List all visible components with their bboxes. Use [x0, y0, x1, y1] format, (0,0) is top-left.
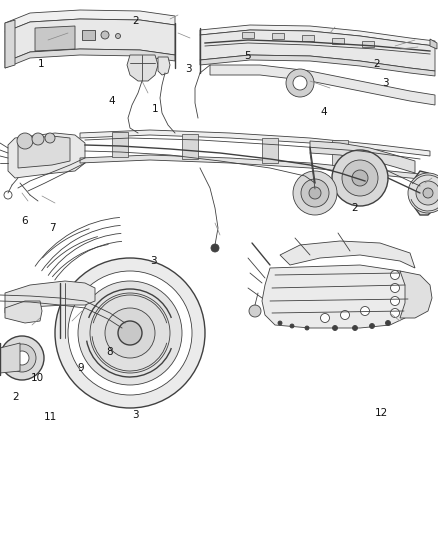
- Circle shape: [391, 296, 399, 305]
- Polygon shape: [362, 41, 374, 47]
- Circle shape: [17, 133, 33, 149]
- Text: 2: 2: [12, 392, 19, 402]
- Polygon shape: [242, 32, 254, 38]
- Circle shape: [116, 34, 120, 38]
- Text: 10: 10: [31, 374, 44, 383]
- Text: 2: 2: [351, 203, 358, 213]
- Text: 3: 3: [185, 64, 192, 74]
- Text: 2: 2: [373, 59, 380, 69]
- Circle shape: [78, 281, 182, 385]
- Polygon shape: [35, 26, 75, 51]
- Circle shape: [293, 76, 307, 90]
- Polygon shape: [82, 30, 95, 40]
- Text: 3: 3: [382, 78, 389, 87]
- Circle shape: [90, 293, 170, 373]
- Circle shape: [370, 324, 374, 328]
- Circle shape: [332, 326, 338, 330]
- Circle shape: [408, 173, 438, 213]
- Polygon shape: [200, 55, 435, 76]
- Circle shape: [391, 309, 399, 318]
- Circle shape: [309, 187, 321, 199]
- Circle shape: [305, 326, 309, 330]
- Polygon shape: [200, 30, 435, 71]
- Text: 1: 1: [152, 104, 159, 114]
- Circle shape: [391, 271, 399, 279]
- Polygon shape: [5, 19, 175, 62]
- Polygon shape: [302, 35, 314, 41]
- Polygon shape: [0, 343, 20, 373]
- Polygon shape: [5, 281, 95, 313]
- Text: 1: 1: [38, 59, 45, 69]
- Circle shape: [416, 181, 438, 205]
- Text: 2: 2: [132, 17, 139, 26]
- Polygon shape: [262, 138, 278, 163]
- Polygon shape: [210, 65, 435, 105]
- Polygon shape: [18, 136, 70, 168]
- Circle shape: [8, 344, 36, 372]
- Polygon shape: [272, 33, 284, 39]
- Text: 4: 4: [108, 96, 115, 106]
- Text: 11: 11: [44, 412, 57, 422]
- Polygon shape: [5, 10, 175, 32]
- Circle shape: [15, 351, 29, 365]
- Polygon shape: [80, 130, 430, 156]
- Circle shape: [286, 69, 314, 97]
- Circle shape: [290, 324, 294, 328]
- Circle shape: [352, 170, 368, 186]
- Polygon shape: [332, 38, 344, 44]
- Text: 5: 5: [244, 51, 251, 61]
- Circle shape: [278, 321, 282, 325]
- Polygon shape: [262, 265, 415, 328]
- Polygon shape: [80, 155, 430, 180]
- Polygon shape: [8, 133, 85, 178]
- Circle shape: [249, 305, 261, 317]
- Polygon shape: [400, 271, 432, 318]
- Circle shape: [211, 244, 219, 252]
- Polygon shape: [310, 141, 415, 173]
- Circle shape: [385, 320, 391, 326]
- Circle shape: [321, 313, 329, 322]
- Text: 4: 4: [321, 107, 328, 117]
- Circle shape: [293, 171, 337, 215]
- Circle shape: [4, 191, 12, 199]
- Text: 9: 9: [78, 363, 85, 373]
- Polygon shape: [332, 140, 348, 165]
- Polygon shape: [200, 25, 435, 46]
- Circle shape: [360, 306, 370, 316]
- Circle shape: [68, 271, 192, 395]
- Polygon shape: [112, 132, 128, 157]
- Polygon shape: [127, 55, 158, 81]
- Circle shape: [301, 179, 329, 207]
- Text: 3: 3: [150, 256, 157, 266]
- Polygon shape: [430, 39, 437, 49]
- Text: 12: 12: [374, 408, 388, 418]
- Circle shape: [105, 308, 155, 358]
- Polygon shape: [280, 241, 415, 268]
- Polygon shape: [182, 134, 198, 159]
- Circle shape: [332, 150, 388, 206]
- Circle shape: [32, 133, 44, 145]
- Polygon shape: [5, 301, 42, 323]
- Circle shape: [55, 258, 205, 408]
- Polygon shape: [158, 57, 170, 75]
- Circle shape: [353, 326, 357, 330]
- Circle shape: [45, 133, 55, 143]
- Text: 6: 6: [21, 216, 28, 226]
- Polygon shape: [5, 49, 175, 68]
- Polygon shape: [413, 171, 437, 215]
- Text: 3: 3: [132, 410, 139, 419]
- Circle shape: [0, 336, 44, 380]
- Text: 7: 7: [49, 223, 56, 233]
- Circle shape: [391, 284, 399, 293]
- Circle shape: [340, 311, 350, 319]
- Circle shape: [423, 188, 433, 198]
- Circle shape: [118, 321, 142, 345]
- Circle shape: [342, 160, 378, 196]
- Polygon shape: [5, 20, 15, 68]
- Circle shape: [101, 31, 109, 39]
- Text: 8: 8: [106, 347, 113, 357]
